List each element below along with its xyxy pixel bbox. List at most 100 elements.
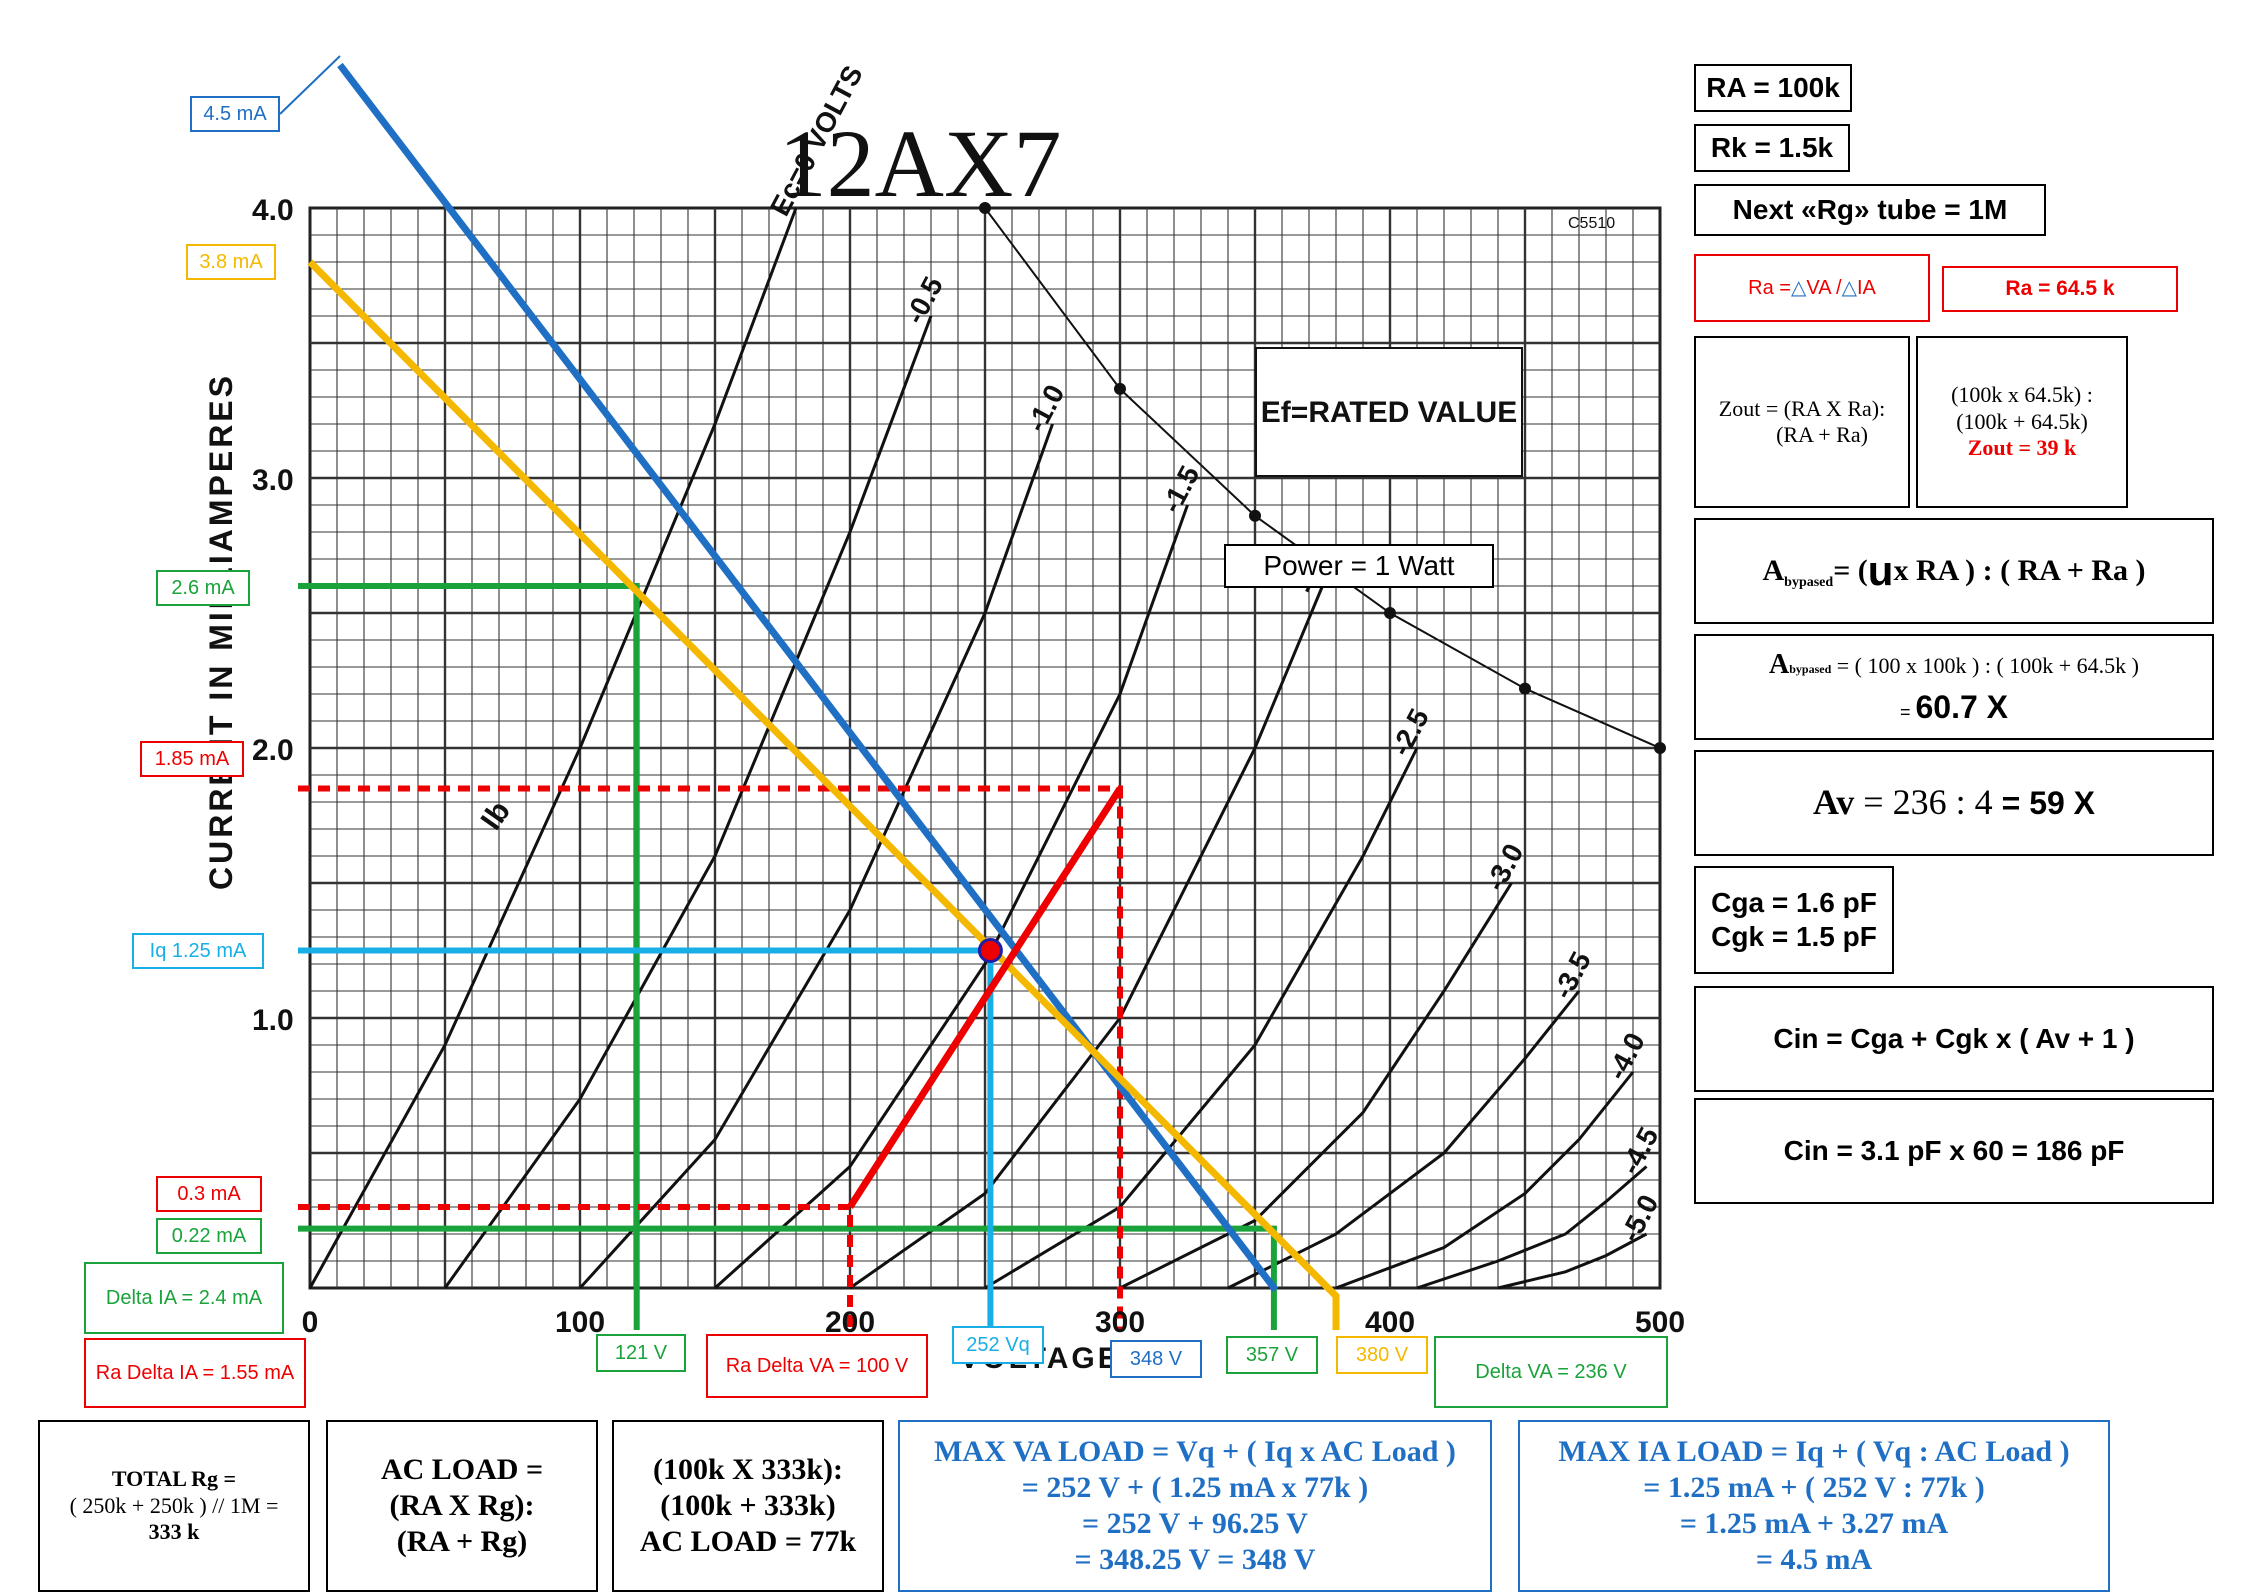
ac-calc-line3: AC LOAD = 77k bbox=[639, 1525, 857, 1558]
ac-load-line3: (RA + Rg) bbox=[396, 1525, 528, 1558]
plate-code: C5510 bbox=[1568, 215, 1615, 232]
label-ra-delta-va: Ra Delta VA = 100 V bbox=[706, 1334, 928, 1398]
abyp-formula-b: x RA ) : ( RA + Ra ) bbox=[1893, 554, 2146, 587]
power-curve-point bbox=[1249, 509, 1261, 522]
q-point bbox=[977, 938, 1003, 963]
abyp-sub: bypased bbox=[1784, 575, 1834, 591]
load-line bbox=[337, 62, 1279, 1293]
load-line bbox=[307, 259, 1340, 1330]
chart-title: 12AX7 bbox=[779, 110, 1062, 217]
x-tick-label: 0 bbox=[302, 1306, 319, 1339]
label-0-22ma: 0.22 mA bbox=[156, 1218, 262, 1254]
max-va-line2: = 252 V + ( 1.25 mA x 77k ) bbox=[1021, 1471, 1369, 1504]
zout-formula-box: Zout = (RA X Ra): (RA + Ra) bbox=[1694, 336, 1910, 508]
label-1-85ma: 1.85 mA bbox=[140, 741, 244, 777]
abyp-a: A bbox=[1762, 554, 1785, 587]
plate-curve bbox=[1497, 1232, 1648, 1290]
curve-label: -1.5 bbox=[1155, 461, 1205, 518]
abypassed-calc-box: Abypased = ( 100 x 100k ) : ( 100k + 64.… bbox=[1694, 634, 2214, 740]
rk-box: Rk = 1.5k bbox=[1694, 124, 1850, 172]
curve-label: -5.0 bbox=[1614, 1190, 1664, 1247]
curve-label: -3.0 bbox=[1479, 839, 1529, 896]
curve-label: -4.5 bbox=[1614, 1122, 1664, 1179]
x-tick-label: 100 bbox=[555, 1306, 605, 1339]
mu-symbol: u bbox=[1867, 546, 1894, 594]
ra-formula-ia: IA bbox=[1856, 277, 1876, 299]
label-delta-va: Delta VA = 236 V bbox=[1434, 1336, 1668, 1408]
label-iq-1-25ma: Iq 1.25 mA bbox=[132, 933, 264, 969]
y-tick-label: 2.0 bbox=[252, 734, 294, 767]
av-box: Av = 236 : 4 = 59 X bbox=[1694, 750, 2214, 856]
y-tick-label: 4.0 bbox=[252, 194, 294, 227]
ra-box: RA = 100k bbox=[1694, 64, 1852, 112]
next-rg-box: Next «Rg» tube = 1M bbox=[1694, 184, 2046, 236]
ra-formula-va: VA / bbox=[1806, 277, 1842, 299]
curve-label: -0.5 bbox=[899, 272, 949, 329]
y-tick-label: 3.0 bbox=[252, 464, 294, 497]
x-tick-label: 400 bbox=[1365, 1306, 1415, 1339]
power-note: Power = 1 Watt bbox=[1224, 544, 1494, 588]
callout-connector bbox=[279, 55, 341, 115]
max-ia-load-box: MAX IA LOAD = Iq + ( Vq : AC Load ) = 1.… bbox=[1518, 1420, 2110, 1592]
curve-label: -1.0 bbox=[1020, 380, 1070, 437]
zout-formula-line2: (RA + Ra) bbox=[1776, 422, 1868, 447]
plate-curve bbox=[1227, 990, 1581, 1290]
x-tick-label: 500 bbox=[1635, 1306, 1685, 1339]
plate-curve bbox=[1119, 882, 1513, 1290]
max-ia-line3: = 1.25 mA + 3.27 mA bbox=[1679, 1507, 1949, 1540]
x-tick-label: 200 bbox=[825, 1306, 875, 1339]
ra-formula-text: Ra = bbox=[1748, 277, 1791, 299]
ib-label: Ib bbox=[475, 795, 517, 836]
power-curve-point bbox=[1384, 607, 1396, 619]
plate-curves bbox=[308, 202, 1666, 1290]
label-delta-ia: Delta IA = 2.4 mA bbox=[84, 1262, 284, 1334]
zout-calc-line1: (100k x 64.5k) : bbox=[1951, 382, 2093, 408]
ac-calc-line2: (100k + 333k) bbox=[660, 1489, 836, 1522]
power-curve-point bbox=[1519, 682, 1531, 695]
guide-line bbox=[298, 583, 640, 1330]
curve-label: -4.0 bbox=[1601, 1028, 1651, 1085]
total-rg-line3: 333 k bbox=[148, 1519, 200, 1545]
ef-note: Ef=RATED VALUE bbox=[1261, 396, 1517, 429]
max-ia-line4: = 4.5 mA bbox=[1755, 1543, 1873, 1576]
plate-curve bbox=[713, 504, 1189, 1290]
abyp-formula-a: = ( bbox=[1833, 554, 1868, 587]
ef-note-box bbox=[1255, 347, 1523, 477]
cga-cgk-box: Cga = 1.6 pF Cgk = 1.5 pF bbox=[1694, 866, 1894, 974]
guide-line bbox=[298, 947, 994, 1330]
plate-curve bbox=[1335, 1071, 1635, 1290]
zout-result: Zout = 39 k bbox=[1967, 435, 2077, 461]
label-3-8ma: 3.8 mA bbox=[186, 244, 276, 280]
ra-value-box: Ra = 64.5 k bbox=[1942, 266, 2178, 312]
delta-icon: △ bbox=[1841, 277, 1857, 299]
label-252-vq: 252 Vq bbox=[952, 1326, 1044, 1364]
max-ia-line2: = 1.25 mA + ( 252 V : 77k ) bbox=[1643, 1471, 1985, 1504]
cin-calc-box: Cin = 3.1 pF x 60 = 186 pF bbox=[1694, 1098, 2214, 1204]
ac-load-formula-box: AC LOAD = (RA X Rg): (RA + Rg) bbox=[326, 1420, 598, 1592]
abyp-result: 60.7 X bbox=[1915, 688, 2009, 725]
y-tick-label: 1.0 bbox=[252, 1004, 294, 1037]
curve-label: -3.5 bbox=[1547, 947, 1597, 1004]
abyp-result-line: = 60.7 X bbox=[1900, 688, 2008, 726]
x-tick-label: 300 bbox=[1095, 1306, 1145, 1339]
ac-load-calc-box: (100k X 333k): (100k + 333k) AC LOAD = 7… bbox=[612, 1420, 884, 1592]
power-curve-point bbox=[979, 202, 991, 214]
delta-icon: △ bbox=[1790, 277, 1807, 299]
chart-texts: Ec=0 VOLTS-0.5-1.0-1.5-2.0-2.5-3.0-3.5-4… bbox=[203, 60, 1685, 1375]
total-rg-line1: TOTAL Rg = bbox=[111, 1466, 237, 1492]
ac-load-line1: AC LOAD = bbox=[380, 1453, 544, 1486]
av-result: = 59 X bbox=[2001, 784, 2096, 821]
plate-curve bbox=[308, 207, 798, 1289]
max-va-line4: = 348.25 V = 348 V bbox=[1074, 1543, 1316, 1576]
chart-grid bbox=[308, 206, 1662, 1290]
power-curve-point bbox=[1114, 382, 1126, 395]
load-line bbox=[847, 786, 1123, 1209]
curve-label: -2.5 bbox=[1385, 704, 1435, 761]
plate-curve bbox=[1416, 1165, 1648, 1290]
max-va-line3: = 252 V + 96.25 V bbox=[1082, 1507, 1308, 1540]
label-357v: 357 V bbox=[1226, 1336, 1318, 1374]
max-ia-line1: MAX IA LOAD = Iq + ( Vq : AC Load ) bbox=[1558, 1435, 2070, 1468]
label-ra-delta-ia: Ra Delta IA = 1.55 mA bbox=[84, 1338, 306, 1408]
